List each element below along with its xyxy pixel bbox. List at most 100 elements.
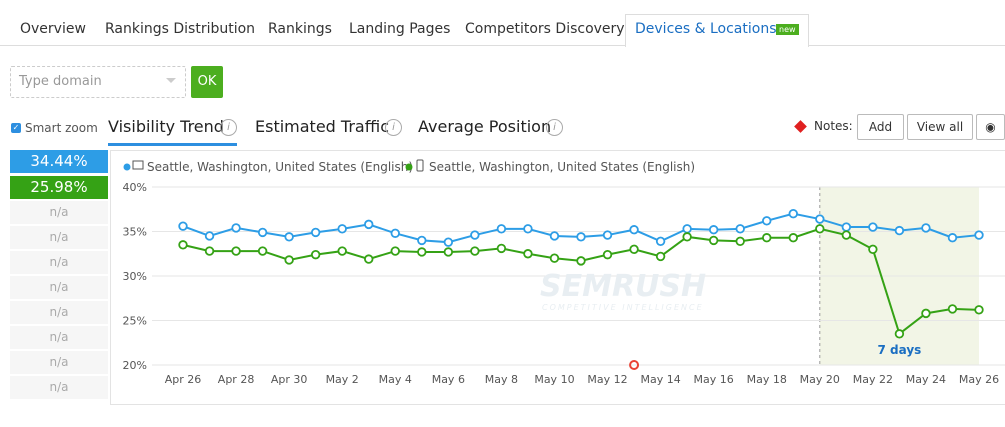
legend-label: Seattle, Washington, United States (Engl… (147, 160, 413, 174)
info-icon[interactable]: i (220, 119, 237, 136)
data-point (390, 246, 400, 256)
data-point (735, 224, 745, 234)
data-point (921, 223, 931, 233)
y-tick-label: 30% (123, 270, 147, 283)
tab[interactable]: Rankings Distribution (105, 21, 256, 37)
data-point (257, 246, 268, 256)
data-point (417, 235, 427, 246)
data-point (470, 230, 480, 240)
data-point (921, 308, 931, 319)
data-point (815, 214, 825, 224)
data-point (974, 305, 984, 315)
summary-value: n/a (10, 276, 108, 299)
summary-value: n/a (10, 376, 108, 399)
data-point (257, 227, 268, 238)
view-all-button[interactable]: View all (907, 114, 973, 140)
data-point (496, 243, 507, 254)
chart-tab[interactable]: Average Position (418, 117, 552, 136)
x-tick-label: Apr 26 (165, 373, 202, 386)
data-point (390, 228, 400, 238)
data-point (417, 247, 427, 257)
smart-zoom-label: Smart zoom (25, 121, 98, 135)
domain-placeholder: Type domain (19, 74, 102, 89)
data-point (629, 225, 639, 235)
x-tick-label: May 4 (379, 373, 412, 386)
legend-dot (405, 163, 413, 171)
tab[interactable]: Landing Pages (349, 21, 451, 37)
data-point (947, 304, 958, 314)
data-point (894, 329, 905, 339)
tab[interactable]: Rankings (268, 21, 332, 37)
x-tick-label: May 10 (534, 373, 574, 386)
ok-button[interactable]: OK (191, 66, 223, 98)
x-tick-label: May 18 (747, 373, 787, 386)
domain-input[interactable] (10, 66, 186, 98)
new-badge: new (776, 24, 799, 35)
tab-border (0, 45, 1005, 46)
chart-tab-active[interactable]: Visibility Trend (108, 117, 224, 136)
data-point (364, 219, 374, 230)
legend-device (416, 159, 424, 172)
data-point (231, 223, 241, 233)
data-point (284, 232, 294, 242)
data-point (841, 230, 852, 240)
tab-active[interactable]: Devices & Locations (635, 21, 777, 37)
data-point (655, 251, 666, 262)
notes-label: Notes: (814, 119, 853, 133)
x-tick-label: May 16 (694, 373, 734, 386)
summary-value: n/a (10, 226, 108, 249)
data-point (708, 225, 719, 235)
watermark-sub: COMPETITIVE INTELLIGENCE (542, 303, 704, 312)
data-point (337, 246, 347, 256)
legend-dot (123, 163, 131, 171)
data-point (974, 230, 984, 240)
data-point (549, 253, 560, 263)
data-point (310, 249, 321, 260)
data-point (523, 224, 533, 234)
tab[interactable]: Competitors Discovery (465, 21, 625, 37)
smart-zoom-checkbox[interactable]: ✓ (11, 123, 21, 133)
x-tick-label: May 20 (800, 373, 840, 386)
eye-button[interactable]: ◉ (976, 114, 1005, 140)
summary-value: n/a (10, 326, 108, 349)
data-point (364, 254, 374, 264)
data-point (549, 231, 560, 241)
data-point (629, 244, 639, 254)
y-tick-label: 35% (123, 226, 147, 239)
data-point (178, 221, 188, 231)
x-tick-label: May 8 (485, 373, 518, 386)
x-tick-label: May 22 (853, 373, 893, 386)
summary-value: n/a (10, 351, 108, 374)
data-point (337, 224, 347, 234)
y-tick-label: 40% (123, 181, 147, 194)
data-point (682, 224, 692, 234)
tab[interactable]: Overview (20, 21, 86, 37)
chart-tab[interactable]: Estimated Traffic (255, 117, 389, 136)
summary-value: 25.98% (10, 176, 108, 199)
info-icon[interactable]: i (385, 119, 402, 136)
data-point (868, 244, 878, 254)
data-point (655, 236, 666, 246)
info-icon[interactable]: i (546, 119, 563, 136)
data-point (762, 233, 772, 243)
x-tick-label: Apr 30 (271, 373, 308, 386)
x-tick-label: May 12 (587, 373, 627, 386)
data-point (284, 255, 294, 265)
summary-value: n/a (10, 251, 108, 274)
active-underline (108, 143, 237, 146)
data-point (576, 256, 586, 266)
y-tick-label: 20% (123, 359, 147, 372)
data-point (204, 246, 215, 256)
x-tick-label: Apr 28 (218, 373, 255, 386)
add-button[interactable]: Add (857, 114, 904, 140)
watermark: SEMRUSH (540, 269, 706, 304)
data-point (682, 232, 692, 242)
data-point (204, 231, 215, 241)
x-tick-label: May 6 (432, 373, 465, 386)
data-point (523, 249, 533, 259)
data-point (310, 227, 321, 238)
summary-value: n/a (10, 201, 108, 224)
data-point (602, 249, 613, 260)
